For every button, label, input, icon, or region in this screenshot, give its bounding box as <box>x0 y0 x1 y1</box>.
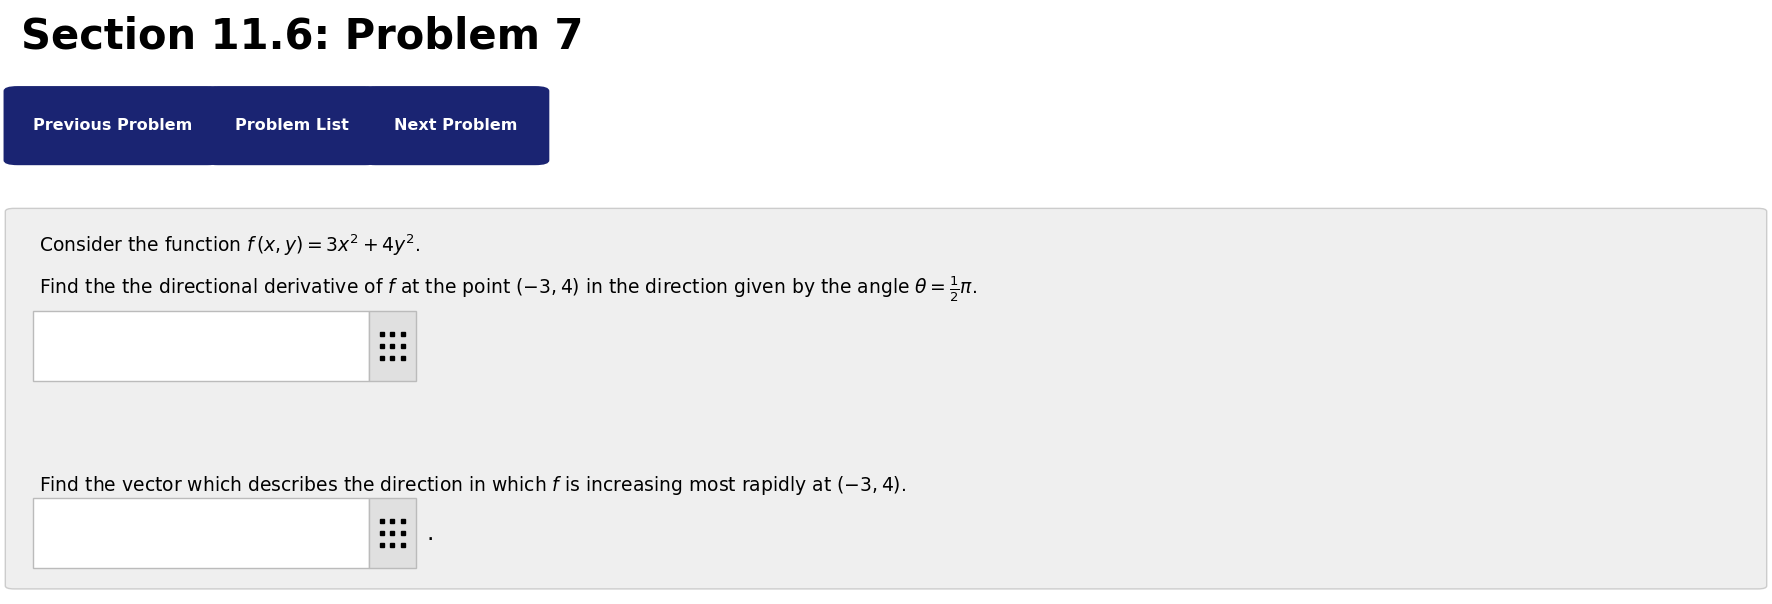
Text: .: . <box>425 521 434 545</box>
Text: Problem List: Problem List <box>234 118 349 133</box>
Text: Find the vector which describes the direction in which $f$ is increasing most ra: Find the vector which describes the dire… <box>39 474 905 497</box>
FancyBboxPatch shape <box>32 498 369 568</box>
Text: Previous Problem: Previous Problem <box>34 118 191 133</box>
FancyBboxPatch shape <box>5 208 1767 589</box>
Text: Section 11.6: Problem 7: Section 11.6: Problem 7 <box>21 15 583 57</box>
FancyBboxPatch shape <box>204 86 379 165</box>
FancyBboxPatch shape <box>369 498 415 568</box>
Text: Next Problem: Next Problem <box>393 118 517 133</box>
FancyBboxPatch shape <box>369 311 415 381</box>
Text: Consider the function $f\,(x, y) = 3x^2 + 4y^2$.: Consider the function $f\,(x, y) = 3x^2 … <box>39 233 420 258</box>
FancyBboxPatch shape <box>32 311 369 381</box>
FancyBboxPatch shape <box>361 86 549 165</box>
FancyBboxPatch shape <box>4 86 222 165</box>
Text: Find the the directional derivative of $f$ at the point $(-3, 4)$ in the directi: Find the the directional derivative of $… <box>39 275 976 304</box>
